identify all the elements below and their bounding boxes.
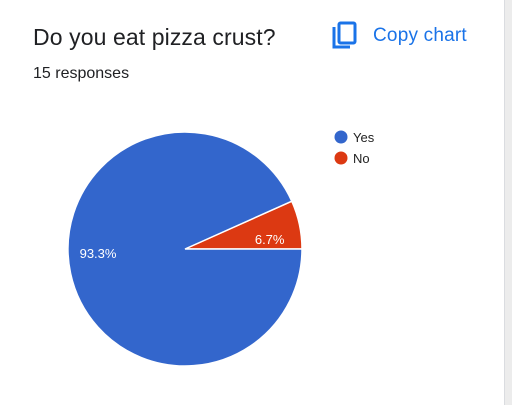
legend-item-no[interactable]: No xyxy=(334,151,370,166)
legend-label-yes: Yes xyxy=(353,130,375,145)
slice-label-no: 6.7% xyxy=(255,232,285,247)
copy-icon xyxy=(330,21,358,51)
question-title: Do you eat pizza crust? xyxy=(33,24,276,50)
legend-item-yes[interactable]: Yes xyxy=(334,130,375,145)
copy-chart-label: Copy chart xyxy=(373,25,467,46)
legend-swatch-yes xyxy=(334,130,348,144)
copy-chart-button[interactable]: Copy chart xyxy=(330,16,467,56)
legend-label-no: No xyxy=(353,151,370,166)
pie-slice-yes[interactable] xyxy=(67,131,303,367)
legend-swatch-no xyxy=(334,151,348,165)
response-count: 15 responses xyxy=(33,65,130,82)
slice-label-yes: 93.3% xyxy=(80,246,117,261)
